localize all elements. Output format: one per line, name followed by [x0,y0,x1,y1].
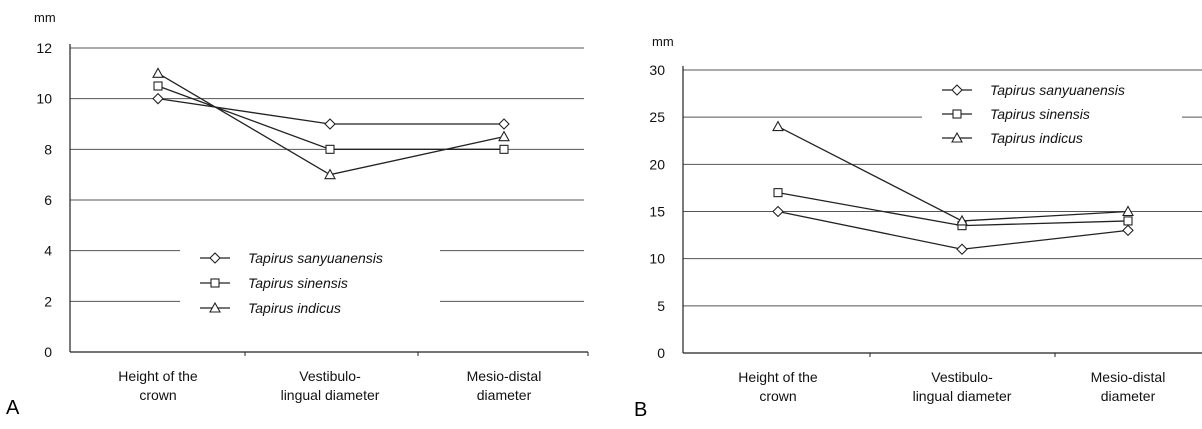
y-tick-label: 4 [44,243,52,259]
data-point [325,144,335,154]
legend-label: Tapirus sinensis [248,275,348,291]
data-point [324,168,336,180]
y-tick-label: 0 [44,344,52,360]
x-category-label: Mesio-distal diameter [1091,369,1166,404]
data-point [773,188,783,198]
y-tick-label: 25 [649,109,665,125]
x-category-label: Height of the crown [738,369,818,404]
y-axis-unit: mm [652,34,674,49]
legend-label: Tapirus sanyuanensis [248,250,383,266]
data-point [498,118,510,130]
legend-marker [210,278,220,288]
x-category-label: Vestibulo-lingual diameter [281,368,380,403]
y-tick-label: 15 [649,204,665,220]
series-line [157,85,504,150]
chart-panel-a: 0 2 4 6 8 10 12 mm Height of the crown Vestibulo-l… [6,10,589,419]
y-tick-label: 5 [657,298,665,314]
legend-label: Tapirus sinensis [990,106,1090,122]
data-point [1122,205,1134,217]
y-tick-label: 20 [649,156,665,172]
series-line [777,191,1129,227]
legend-marker [952,109,962,119]
legend-label: Tapirus sanyuanensis [990,82,1125,98]
y-tick-label: 30 [649,62,665,78]
x-category-label: Vestibulo-lingual diameter [913,369,1012,404]
data-point [152,67,164,78]
y-tick-label: 12 [36,40,52,56]
series-diamond [772,205,1134,256]
data-point [772,120,784,132]
legend-marker [209,301,221,313]
legend: Tapirus sanyuanensis Tapirus sinensis Tapi… [942,82,1125,146]
legend-marker [951,84,963,96]
data-point [152,92,164,105]
data-point [153,81,163,91]
x-category-label: Mesio-distal diameter [467,368,542,403]
data-point [772,205,784,218]
series-line [777,210,1129,250]
legend-label: Tapirus indicus [248,300,341,316]
data-point [1123,216,1133,226]
data-point [956,214,968,226]
legend-label: Tapirus indicus [990,130,1083,146]
y-tick-label: 8 [44,141,52,157]
y-tick-label: 2 [44,293,52,309]
y-tick-label: 10 [649,251,665,267]
y-tick-label: 6 [44,192,52,208]
x-category-label: Height of the crown [118,368,198,403]
panel-label: B [634,399,647,421]
legend: Tapirus sanyuanensis Tapirus sinensis Tapi… [200,250,383,316]
legend-marker [951,131,963,143]
y-axis-unit: mm [34,10,56,25]
panel-label: A [6,397,20,419]
data-point [498,130,510,142]
data-point [324,118,336,130]
data-point [956,243,968,256]
series-triangle [772,120,1134,226]
y-tick-label: 10 [36,91,52,107]
data-point [1122,224,1134,237]
series-square [153,81,509,154]
legend-marker [209,252,221,264]
series-triangle [152,67,510,180]
data-point [499,144,509,154]
chart-panel-b: 0 5 10 15 20 25 30 mm Height of the crown Vestibul… [634,34,1202,421]
y-tick-label: 0 [657,345,665,361]
series-square [773,188,1133,231]
